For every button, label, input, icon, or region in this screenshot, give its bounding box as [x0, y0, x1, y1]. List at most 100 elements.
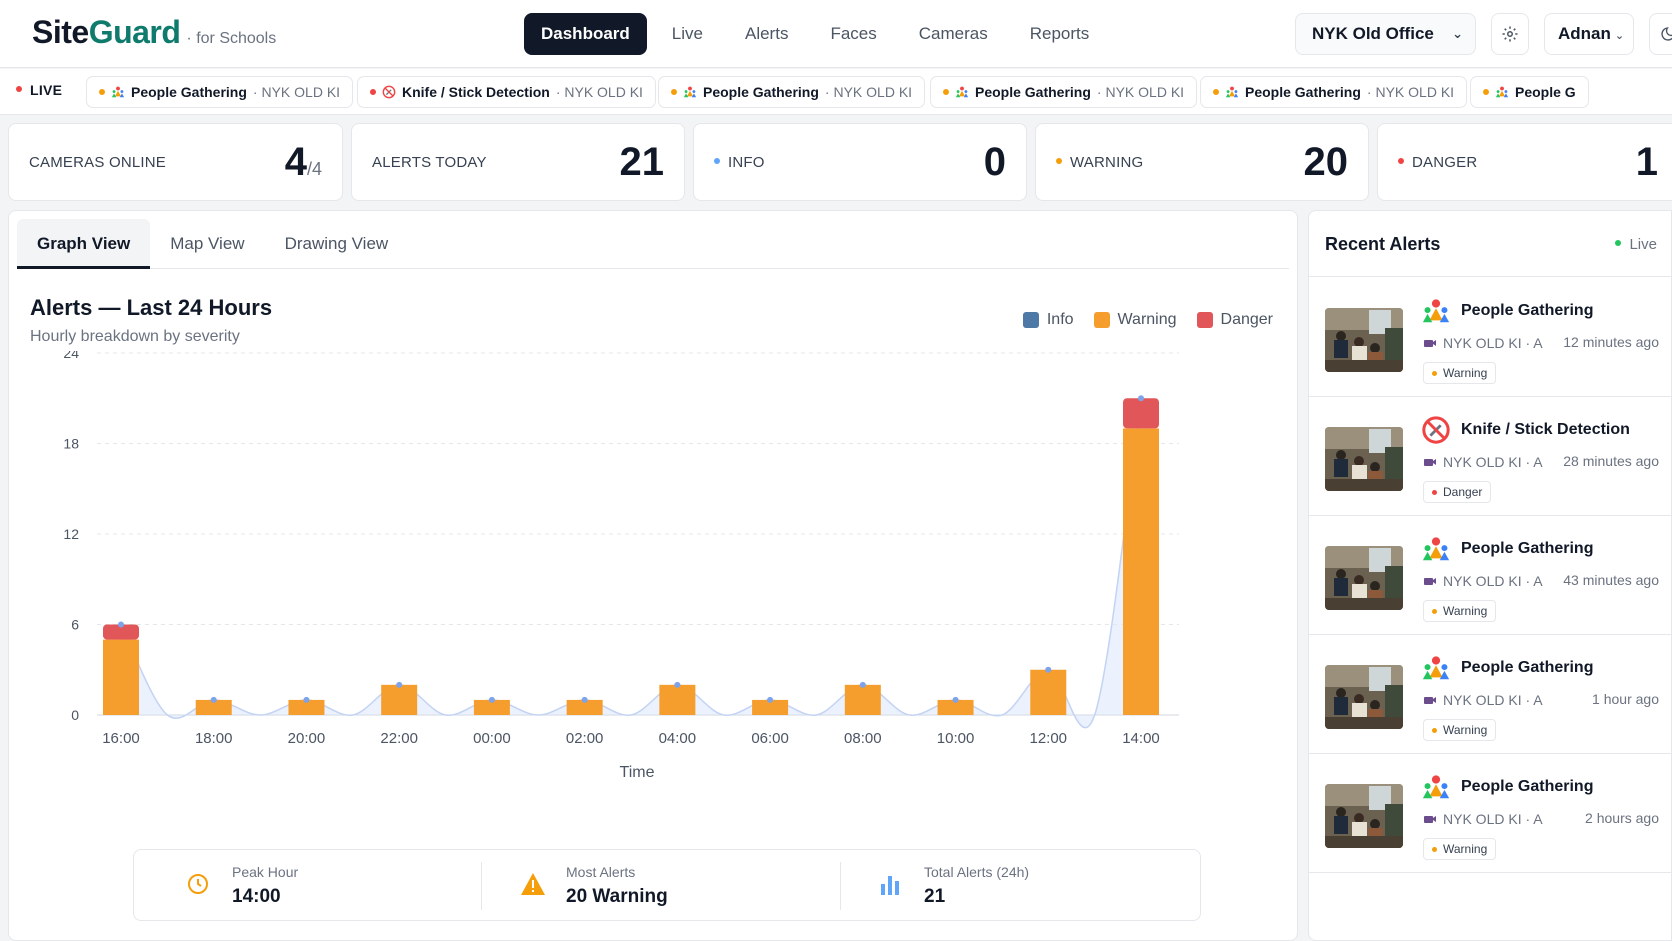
bar-warning[interactable] — [103, 639, 139, 715]
total-point[interactable] — [952, 696, 959, 703]
nav-reports[interactable]: Reports — [1029, 24, 1090, 43]
severity-dot-icon — [671, 89, 677, 95]
legend-label: Danger — [1220, 311, 1273, 328]
bar-warning[interactable] — [288, 699, 325, 715]
recent-alert-item[interactable]: People Gathering NYK OLD KI · A 1 hour ago… — [1309, 635, 1671, 754]
recent-alert-item[interactable]: People Gathering NYK OLD KI · A 12 minutes… — [1309, 278, 1671, 397]
ticker-chip[interactable]: People Gathering · NYK OLD KI — [1200, 76, 1468, 108]
bar-danger[interactable] — [103, 624, 139, 640]
stat-danger: DANGER 1 — [1377, 123, 1672, 201]
x-tick-label: 12:00 — [1029, 730, 1067, 747]
camera-icon — [1424, 578, 1436, 585]
total-point[interactable] — [674, 681, 681, 688]
x-tick-label: 16:00 — [102, 730, 140, 747]
ticker-chip-title: People Gathering — [131, 84, 247, 100]
stat-value: 20 — [1303, 140, 1349, 184]
y-tick-label: 0 — [71, 707, 79, 723]
brand-logo[interactable]: Site Guard · for Schools — [32, 14, 276, 51]
alert-title: People Gathering — [1461, 778, 1594, 795]
people-gathering-icon — [955, 85, 969, 99]
summary-value: 14:00 — [232, 886, 281, 907]
severity-dot-icon — [1432, 727, 1437, 733]
x-tick-label: 00:00 — [473, 730, 511, 747]
alert-title: People Gathering — [1461, 302, 1594, 319]
warning-triangle-icon — [521, 873, 545, 895]
summary-label: Most Alerts — [566, 864, 636, 880]
ticker-chip-camera: · NYK OLD KI — [555, 84, 643, 100]
bar-warning[interactable] — [1123, 428, 1159, 715]
knife-icon — [382, 85, 396, 99]
severity-dot-icon — [1432, 846, 1437, 852]
total-point[interactable] — [488, 696, 495, 703]
nav-live[interactable]: Live — [671, 24, 703, 43]
clock-icon — [188, 874, 208, 894]
tab-drawing-view[interactable]: Drawing View — [284, 234, 389, 253]
tab-graph-view[interactable]: Graph View — [17, 219, 151, 269]
people-gathering-icon — [1225, 85, 1239, 99]
stat-alerts-today: ALERTS TODAY 21 — [351, 123, 685, 201]
chart-legend: Info Warning Danger — [1022, 311, 1273, 329]
x-tick-label: 22:00 — [380, 730, 418, 747]
legend-warning[interactable]: Warning — [1093, 311, 1177, 329]
bar-warning[interactable] — [473, 699, 510, 715]
total-point[interactable] — [210, 696, 217, 703]
ticker-chip[interactable]: Knife / Stick Detection · NYK OLD KI — [357, 76, 656, 108]
bar-warning[interactable] — [937, 699, 974, 715]
total-point[interactable] — [767, 696, 774, 703]
bar-warning[interactable] — [195, 699, 232, 715]
people-gathering-icon — [1421, 653, 1451, 683]
nav-cameras[interactable]: Cameras — [918, 24, 988, 43]
bar-warning[interactable] — [752, 699, 789, 715]
office-select[interactable]: NYK Old Office ⌄ — [1295, 13, 1476, 55]
alert-snapshot-thumbnail[interactable] — [1325, 784, 1403, 848]
camera-icon — [1424, 340, 1436, 347]
people-gathering-icon — [1495, 85, 1509, 99]
bar-danger[interactable] — [1123, 398, 1159, 429]
recent-alert-item[interactable]: People Gathering NYK OLD KI · A 43 minutes… — [1309, 516, 1671, 635]
total-point[interactable] — [118, 621, 124, 628]
nav-dashboard[interactable]: Dashboard — [524, 13, 647, 55]
ticker-chip[interactable]: People Gathering · NYK OLD KI — [658, 76, 926, 108]
tab-map-view[interactable]: Map View — [170, 234, 245, 253]
alert-snapshot-thumbnail[interactable] — [1325, 546, 1403, 610]
summary-label: Total Alerts (24h) — [924, 864, 1030, 880]
bar-warning[interactable] — [659, 684, 696, 715]
chart-subtitle: Hourly breakdown by severity — [30, 328, 240, 345]
legend-danger[interactable]: Danger — [1196, 311, 1273, 329]
alert-camera-name: NYK OLD KI · A — [1443, 811, 1543, 827]
legend-info[interactable]: Info — [1022, 311, 1074, 329]
total-point[interactable] — [396, 681, 403, 688]
ticker-chip[interactable]: People Gathering · NYK OLD KI — [86, 76, 354, 108]
bar-warning[interactable] — [381, 684, 418, 715]
ticker-chip-title: People Gathering — [1245, 84, 1361, 100]
nav-faces[interactable]: Faces — [830, 24, 877, 43]
theme-toggle-button[interactable] — [1649, 13, 1672, 55]
settings-button[interactable] — [1491, 13, 1529, 55]
severity-label: Warning — [1443, 366, 1488, 380]
legend-label: Info — [1046, 311, 1074, 328]
total-point[interactable] — [303, 696, 310, 703]
bar-warning[interactable] — [566, 699, 603, 715]
total-point[interactable] — [859, 681, 866, 688]
recent-alert-item[interactable]: Knife / Stick Detection NYK OLD KI · A 28 … — [1309, 397, 1671, 516]
alert-snapshot-thumbnail[interactable] — [1325, 308, 1403, 372]
bar-warning[interactable] — [844, 684, 881, 715]
user-menu-button[interactable]: Adnan ⌄ — [1544, 13, 1634, 55]
nav-alerts[interactable]: Alerts — [744, 24, 789, 43]
total-point[interactable] — [1045, 666, 1052, 673]
bar-warning[interactable] — [1030, 669, 1067, 715]
total-point[interactable] — [581, 696, 588, 703]
total-point[interactable] — [1138, 395, 1144, 402]
ticker-chip[interactable]: People G — [1470, 76, 1589, 108]
alert-snapshot-thumbnail[interactable] — [1325, 427, 1403, 491]
ticker-chip[interactable]: People Gathering · NYK OLD KI — [930, 76, 1198, 108]
people-gathering-icon — [1421, 772, 1451, 802]
x-tick-label: 18:00 — [195, 730, 233, 747]
bar-chart-icon — [881, 876, 899, 895]
severity-dot-icon — [1432, 370, 1437, 376]
alert-camera: NYK OLD KI · A — [1423, 454, 1543, 470]
live-dot-icon — [1615, 240, 1622, 247]
legend-swatch — [1093, 312, 1110, 328]
recent-alert-item[interactable]: People Gathering NYK OLD KI · A 2 hours ag… — [1309, 754, 1671, 873]
alert-snapshot-thumbnail[interactable] — [1325, 665, 1403, 729]
